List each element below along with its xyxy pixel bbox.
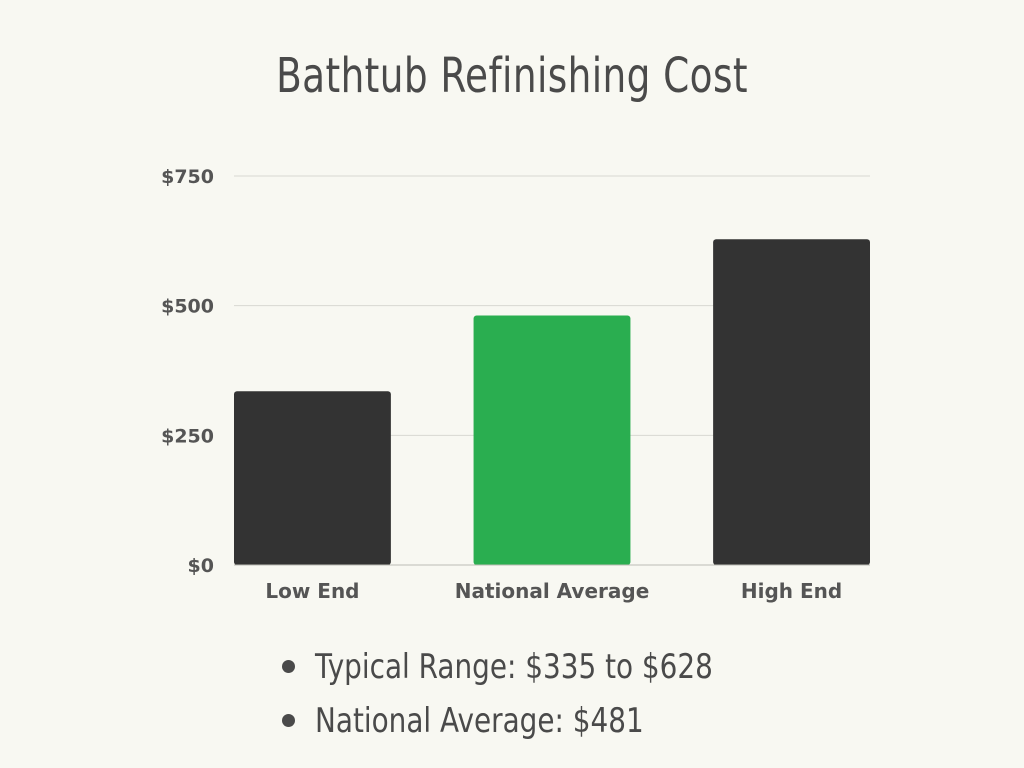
page-title: Bathtub Refinishing Cost: [276, 48, 748, 104]
y-tick-label: $500: [161, 296, 214, 318]
y-tick-label: $250: [161, 425, 214, 447]
note-text: National Average: $481: [315, 701, 644, 741]
x-category-label: Low End: [265, 579, 359, 603]
x-category-label: High End: [741, 579, 842, 603]
bullet-icon: [282, 714, 295, 727]
note-text: Typical Range: $335 to $628: [315, 647, 713, 687]
bullet-icon: [282, 660, 295, 673]
bar-low-end: [234, 391, 391, 565]
summary-notes: Typical Range: $335 to $628 National Ave…: [282, 640, 800, 748]
y-axis-ticks: $0 $250 $500 $750: [161, 166, 214, 577]
bar-national-average: [473, 315, 631, 565]
y-tick-label: $0: [188, 555, 214, 577]
note-typical-range: Typical Range: $335 to $628: [282, 640, 800, 694]
bar-high-end: [713, 239, 870, 565]
y-tick-label: $750: [161, 166, 214, 188]
x-category-label: National Average: [455, 579, 650, 603]
bars: [234, 239, 870, 565]
bar-chart: $0 $250 $500 $750 Low End National Average Hi…: [161, 166, 870, 603]
x-axis-categories: Low End National Average High End: [265, 579, 842, 603]
note-national-average: National Average: $481: [282, 694, 800, 748]
